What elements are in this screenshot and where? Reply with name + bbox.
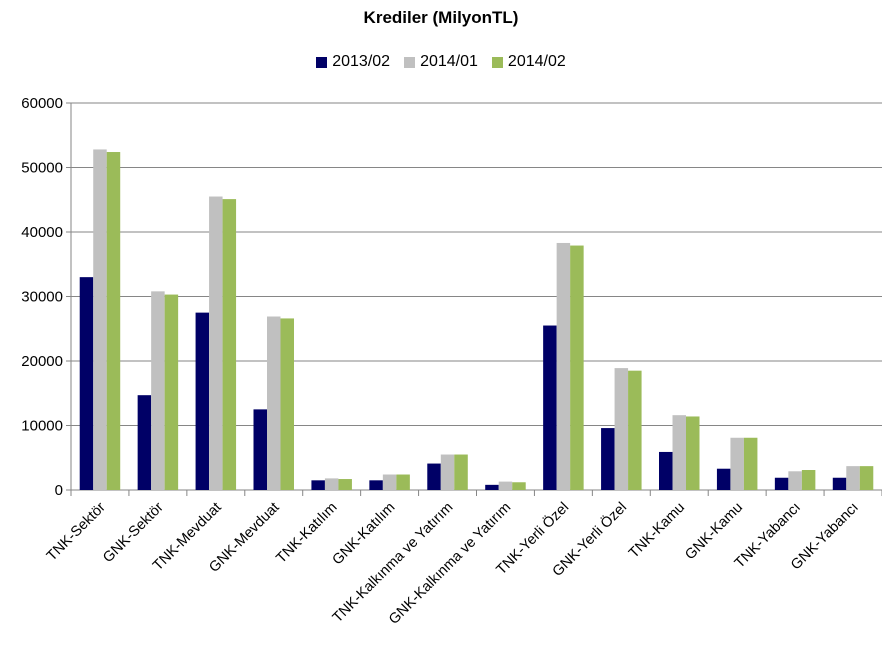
bar (743, 437, 758, 490)
bar (195, 312, 210, 490)
y-tick-label: 50000 (21, 160, 63, 177)
x-tick-label: TNK-Kamu (626, 500, 688, 562)
y-tick-label: 0 (55, 482, 63, 499)
bar (280, 318, 294, 490)
y-tick-label: 60000 (21, 95, 63, 112)
bar (79, 277, 94, 490)
bar (543, 325, 557, 490)
bar (512, 482, 526, 490)
legend-swatch-series-2 (404, 56, 416, 68)
bar (137, 395, 152, 490)
bar (570, 245, 584, 490)
bar (209, 196, 223, 490)
legend-swatch-series-3 (491, 56, 503, 68)
legend-item-series-1: 2013/02 (316, 53, 390, 71)
bar (267, 316, 281, 490)
bar (686, 416, 700, 490)
bar (338, 479, 352, 490)
bar (440, 454, 455, 490)
bar (788, 471, 802, 490)
bar (659, 451, 673, 490)
bar (832, 477, 847, 490)
bar (614, 368, 629, 490)
x-tick-label: GNK-Kalkınma ve Yatırım (386, 500, 514, 628)
bar (485, 484, 499, 490)
bar (253, 409, 267, 490)
bar (846, 466, 860, 490)
bar (164, 294, 179, 490)
bar (222, 199, 237, 491)
y-tick-label: 20000 (21, 353, 63, 370)
legend-swatch-series-1 (316, 56, 328, 68)
bar (396, 474, 410, 490)
x-tick-label: TNK-Kalkınma ve Yatırım (330, 500, 457, 627)
bar (672, 415, 686, 490)
legend-item-series-3: 2014/02 (491, 53, 566, 71)
bar (369, 480, 383, 490)
bar (859, 466, 874, 490)
bar (730, 437, 744, 490)
bar (628, 370, 642, 490)
bar (93, 149, 107, 490)
legend-item-series-2: 2014/01 (404, 53, 478, 71)
y-tick-label: 30000 (21, 289, 63, 306)
y-tick-label: 40000 (21, 224, 63, 241)
bar (601, 428, 615, 490)
bar (427, 463, 441, 490)
bar (454, 454, 468, 490)
y-tick-label: 10000 (21, 418, 63, 435)
bar (106, 152, 121, 490)
bar (498, 481, 513, 490)
chart-title: Krediler (MilyonTL) (363, 8, 519, 27)
bar (556, 242, 571, 490)
bar (716, 468, 731, 490)
bar (151, 291, 165, 490)
bar (774, 477, 789, 490)
bar (324, 478, 339, 490)
bar (311, 480, 325, 490)
legend-label-series-3: 2014/02 (507, 53, 566, 70)
legend: 2013/02 2014/01 2014/02 (0, 53, 882, 71)
x-tick-label: GNK-Kamu (682, 500, 746, 564)
bar (801, 470, 816, 490)
legend-label-series-1: 2013/02 (332, 53, 391, 70)
bar (382, 474, 397, 490)
legend-label-series-2: 2014/01 (420, 53, 478, 70)
